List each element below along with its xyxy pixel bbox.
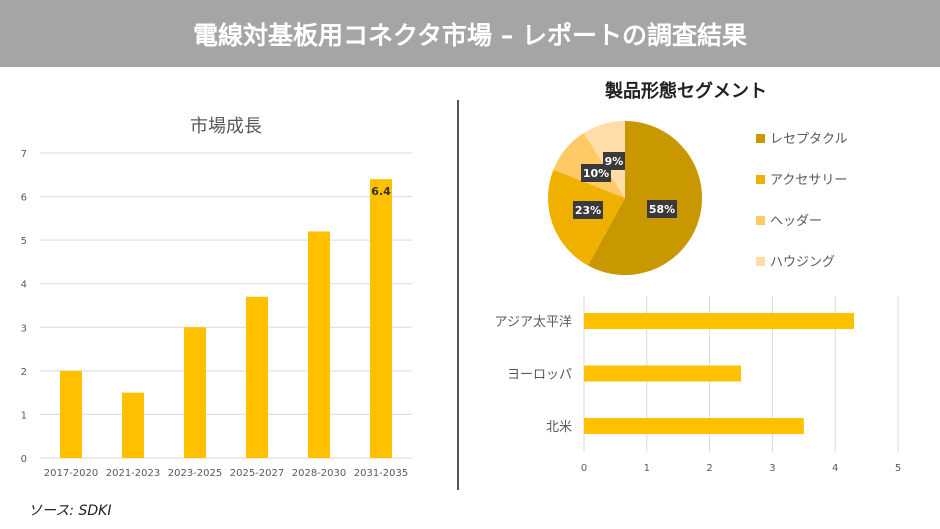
- x-tick-label: 3: [769, 463, 775, 474]
- x-tick-label: 2028-2030: [292, 468, 347, 479]
- legend-label: ハウジング: [770, 255, 835, 270]
- y-tick-label: 7: [21, 149, 27, 160]
- x-tick-label: 2023-2025: [168, 468, 223, 479]
- pie-slice-レセプタクル: [587, 121, 702, 275]
- y-tick-label: 3: [21, 323, 27, 334]
- y-tick-label: ヨーロッパ: [507, 368, 572, 383]
- data-label: 23%: [575, 204, 601, 217]
- y-tick-label: 5: [21, 236, 27, 247]
- data-label-box: [573, 201, 603, 219]
- legend-label: レセプタクル: [770, 132, 848, 147]
- source-note: ソース: SDKI: [28, 503, 112, 519]
- chart-title: 製品形態セグメント: [604, 80, 767, 102]
- legend-swatch: [756, 134, 765, 143]
- bar-2031-2035: [370, 179, 392, 458]
- bar-2021-2023: [122, 392, 144, 458]
- data-label: 10%: [583, 167, 609, 180]
- y-tick-label: アジア太平洋: [495, 315, 572, 330]
- data-label: 9%: [605, 155, 624, 168]
- x-tick-label: 1: [644, 463, 650, 474]
- divider: [457, 100, 459, 490]
- y-tick-label: 2: [21, 367, 27, 378]
- legend-label: アクセサリー: [770, 173, 847, 188]
- x-tick-label: 2025-2027: [230, 468, 285, 479]
- legend-swatch: [756, 257, 765, 266]
- data-label-box: [603, 152, 625, 170]
- x-tick-label: 2021-2023: [106, 468, 161, 479]
- bar-アジア太平洋: [584, 313, 855, 329]
- legend-label: ヘッダー: [770, 214, 822, 229]
- bar-2025-2027: [246, 296, 268, 458]
- data-label: 58%: [649, 203, 675, 216]
- data-label-box: [647, 200, 677, 218]
- bar-ヨーロッパ: [584, 365, 741, 382]
- legend-swatch: [756, 216, 765, 225]
- y-tick-label: 6: [21, 193, 27, 204]
- x-tick-label: 5: [895, 463, 901, 474]
- x-tick-label: 4: [832, 463, 838, 474]
- bar-北米: [584, 418, 804, 434]
- x-tick-label: 2031-2035: [354, 468, 409, 479]
- bar-2023-2025: [184, 327, 206, 458]
- bar-2017-2020: [60, 370, 82, 458]
- bar-2028-2030: [308, 231, 330, 458]
- report-title: 電線対基板用コネクタ市場 – レポートの調査結果: [0, 0, 940, 67]
- y-tick-label: 北米: [546, 420, 572, 435]
- x-tick-label: 2: [706, 463, 712, 474]
- y-tick-label: 1: [21, 410, 27, 421]
- chart-title: 市場成長: [190, 116, 262, 137]
- y-tick-label: 0: [21, 454, 27, 465]
- x-tick-label: 0: [581, 463, 587, 474]
- legend-swatch: [756, 175, 765, 184]
- y-tick-label: 4: [21, 280, 27, 291]
- data-label: 6.4: [371, 185, 391, 198]
- x-tick-label: 2017-2020: [44, 468, 99, 479]
